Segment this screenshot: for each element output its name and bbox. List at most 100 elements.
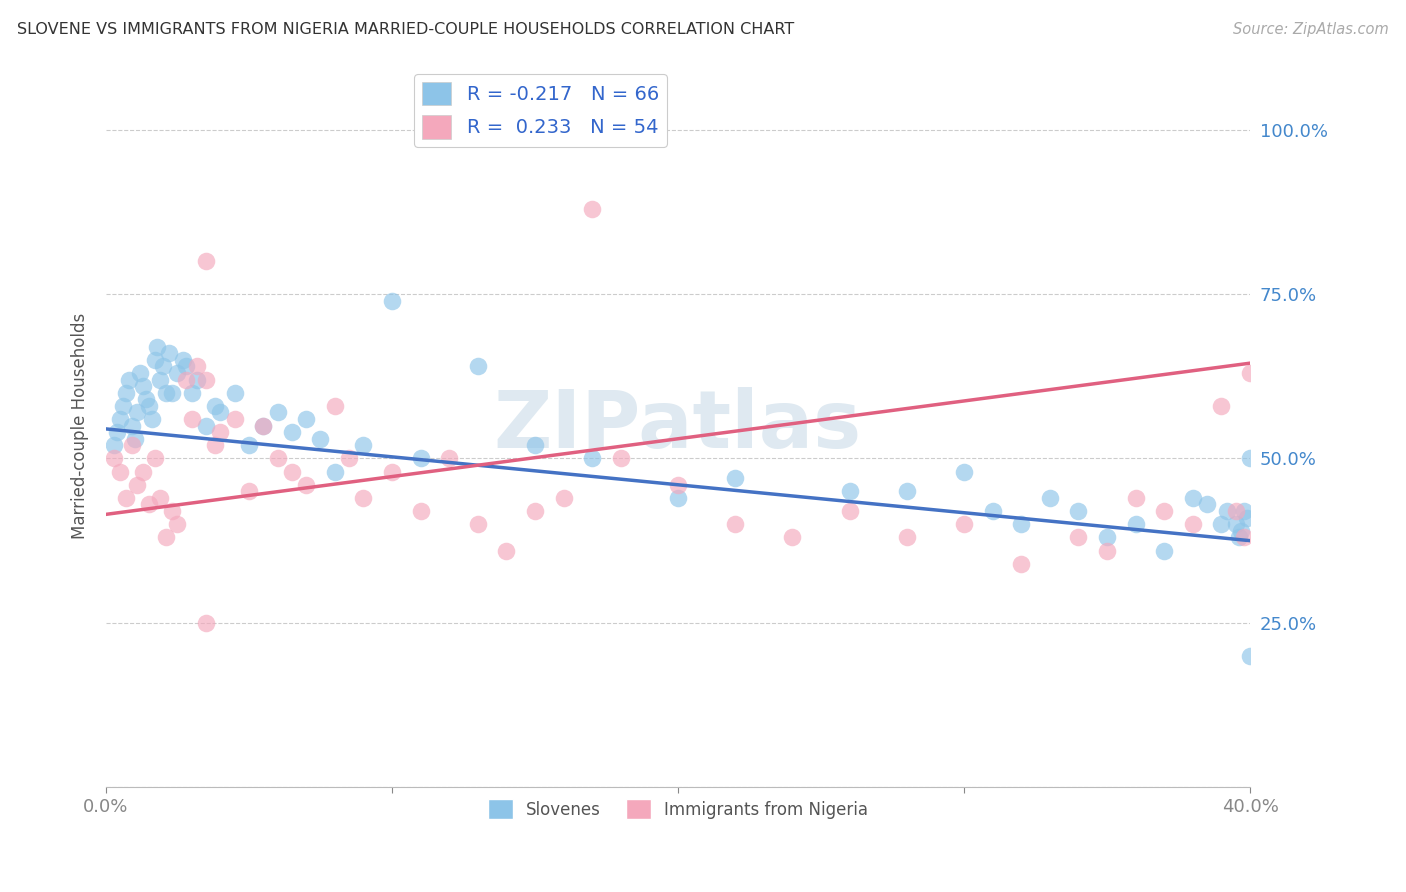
Point xyxy=(195,373,218,387)
Point xyxy=(1095,543,1118,558)
Point xyxy=(610,451,633,466)
Point xyxy=(108,412,131,426)
Point xyxy=(782,530,804,544)
Point xyxy=(180,412,202,426)
Point xyxy=(1153,543,1175,558)
Point xyxy=(138,399,160,413)
Point xyxy=(337,451,360,466)
Point xyxy=(309,432,332,446)
Point xyxy=(323,465,346,479)
Point xyxy=(1181,491,1204,505)
Point xyxy=(118,373,141,387)
Point xyxy=(1211,399,1233,413)
Point xyxy=(352,438,374,452)
Point xyxy=(127,405,149,419)
Point xyxy=(281,425,304,440)
Point xyxy=(209,405,232,419)
Point xyxy=(174,373,197,387)
Point xyxy=(252,418,274,433)
Point xyxy=(352,491,374,505)
Point xyxy=(295,477,318,491)
Point xyxy=(724,517,747,532)
Point xyxy=(186,359,208,374)
Point xyxy=(124,432,146,446)
Point xyxy=(323,399,346,413)
Point xyxy=(523,438,546,452)
Point xyxy=(195,615,218,630)
Point xyxy=(1181,517,1204,532)
Point xyxy=(1233,530,1256,544)
Point xyxy=(180,385,202,400)
Point xyxy=(121,418,143,433)
Point xyxy=(1239,648,1261,663)
Point xyxy=(115,385,138,400)
Point xyxy=(195,418,218,433)
Point xyxy=(195,254,218,268)
Point xyxy=(149,373,172,387)
Point xyxy=(121,438,143,452)
Point xyxy=(115,491,138,505)
Point xyxy=(1125,491,1147,505)
Point xyxy=(152,359,174,374)
Point xyxy=(1236,510,1258,524)
Point xyxy=(186,373,208,387)
Point xyxy=(1230,524,1253,538)
Point xyxy=(838,504,860,518)
Point xyxy=(160,385,183,400)
Point xyxy=(295,412,318,426)
Point xyxy=(523,504,546,518)
Point xyxy=(209,425,232,440)
Point xyxy=(1211,517,1233,532)
Point xyxy=(132,465,155,479)
Point xyxy=(143,352,166,367)
Point xyxy=(896,484,918,499)
Point xyxy=(157,346,180,360)
Point xyxy=(953,517,976,532)
Point xyxy=(1216,504,1239,518)
Point xyxy=(108,465,131,479)
Point xyxy=(437,451,460,466)
Point xyxy=(252,418,274,433)
Point xyxy=(1067,530,1090,544)
Point xyxy=(1239,366,1261,380)
Point xyxy=(724,471,747,485)
Point xyxy=(581,202,603,216)
Point xyxy=(581,451,603,466)
Y-axis label: Married-couple Households: Married-couple Households xyxy=(72,312,89,539)
Point xyxy=(1153,504,1175,518)
Point xyxy=(981,504,1004,518)
Point xyxy=(129,366,152,380)
Point xyxy=(166,517,188,532)
Point xyxy=(127,477,149,491)
Point xyxy=(1197,498,1219,512)
Legend: Slovenes, Immigrants from Nigeria: Slovenes, Immigrants from Nigeria xyxy=(481,792,875,826)
Point xyxy=(666,477,689,491)
Point xyxy=(409,504,432,518)
Point xyxy=(1227,530,1250,544)
Point xyxy=(1067,504,1090,518)
Point xyxy=(553,491,575,505)
Text: Source: ZipAtlas.com: Source: ZipAtlas.com xyxy=(1233,22,1389,37)
Point xyxy=(666,491,689,505)
Point xyxy=(132,379,155,393)
Point xyxy=(160,504,183,518)
Point xyxy=(138,498,160,512)
Point xyxy=(1125,517,1147,532)
Point xyxy=(143,451,166,466)
Point xyxy=(266,405,288,419)
Point xyxy=(141,412,163,426)
Point xyxy=(155,530,177,544)
Point xyxy=(467,517,489,532)
Point xyxy=(166,366,188,380)
Point xyxy=(172,352,194,367)
Point xyxy=(953,465,976,479)
Point xyxy=(1010,517,1032,532)
Point xyxy=(381,465,404,479)
Point xyxy=(1039,491,1062,505)
Point xyxy=(1239,451,1261,466)
Point xyxy=(281,465,304,479)
Text: ZIPatlas: ZIPatlas xyxy=(494,386,862,465)
Point xyxy=(204,438,226,452)
Point xyxy=(103,438,125,452)
Point xyxy=(467,359,489,374)
